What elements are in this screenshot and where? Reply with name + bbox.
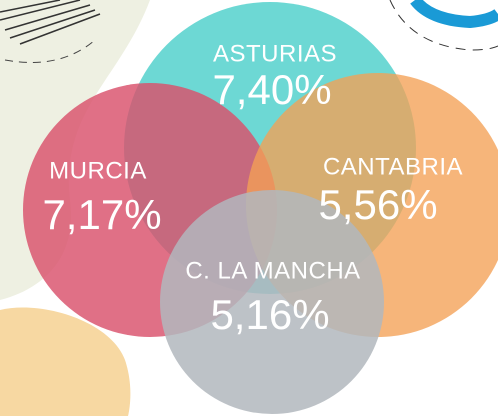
region-value: 5,16% bbox=[210, 291, 329, 338]
region-name: C. LA MANCHA bbox=[185, 257, 360, 284]
region-value: 7,40% bbox=[212, 66, 331, 113]
region-name: ASTURIAS bbox=[213, 40, 337, 67]
region-name: CANTABRIA bbox=[323, 153, 463, 180]
dashed-arc bbox=[4, 39, 96, 63]
circle-la-mancha bbox=[160, 190, 384, 414]
region-name: MURCIA bbox=[49, 157, 147, 184]
region-value: 7,17% bbox=[42, 191, 161, 238]
scribble bbox=[0, 0, 101, 45]
region-value: 5,56% bbox=[318, 181, 437, 228]
dashed-arc bbox=[389, 0, 498, 51]
background-shape bbox=[0, 307, 131, 416]
blue-arc bbox=[410, 0, 498, 29]
